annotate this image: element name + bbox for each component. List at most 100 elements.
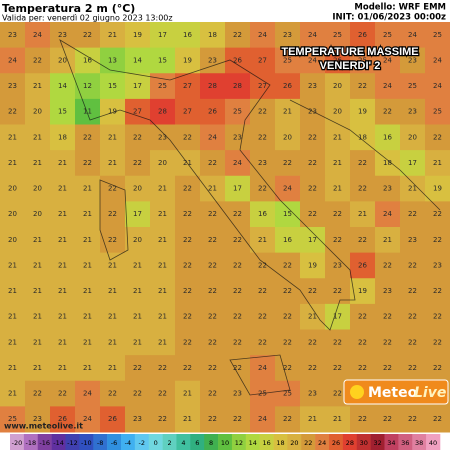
temp-cell — [300, 303, 326, 330]
temp-cell — [100, 201, 126, 228]
temp-cell — [200, 98, 226, 125]
temp-cell — [175, 380, 201, 407]
temp-cell — [250, 150, 276, 177]
temp-value: 22 — [258, 108, 267, 116]
temp-cell — [125, 303, 151, 330]
temp-cell — [400, 355, 426, 382]
colorbar-label: 10 — [221, 439, 229, 447]
temp-value: 22 — [408, 210, 417, 218]
temp-cell — [250, 124, 276, 151]
temp-cell — [0, 98, 26, 125]
temp-cell — [200, 47, 226, 74]
temp-cell — [150, 124, 176, 151]
temp-cell — [75, 380, 101, 407]
colorbar-swatch — [315, 434, 330, 450]
temp-value: 21 — [183, 415, 192, 423]
temp-cell — [150, 303, 176, 330]
temp-cell — [350, 329, 376, 356]
temp-value: 21 — [308, 415, 317, 423]
temp-value: 13 — [108, 56, 117, 64]
temp-cell — [25, 227, 51, 254]
temp-cell — [0, 380, 26, 407]
temp-value: 17 — [408, 159, 417, 167]
temp-value: 24 — [383, 56, 392, 64]
temp-value: 21 — [33, 82, 42, 90]
colorbar-swatch — [93, 434, 108, 450]
temp-cell — [375, 355, 401, 382]
temp-value: 24 — [383, 82, 392, 90]
temp-value: 17 — [233, 185, 242, 193]
temp-cell — [175, 22, 201, 49]
temp-cell — [425, 124, 450, 151]
temp-value: 18 — [208, 31, 217, 39]
temp-cell — [400, 278, 426, 305]
temp-cell — [275, 380, 301, 407]
temp-cell — [200, 252, 226, 279]
temp-cell — [75, 73, 101, 100]
temp-value: 22 — [233, 415, 242, 423]
site-url: www.meteolive.it — [4, 422, 83, 431]
temp-value: 22 — [208, 338, 217, 346]
temp-value: 22 — [283, 261, 292, 269]
temp-cell — [50, 329, 76, 356]
temp-value: 25 — [8, 415, 17, 423]
temp-value: 21 — [283, 108, 292, 116]
temp-value: 25 — [358, 56, 367, 64]
temp-value: 22 — [183, 287, 192, 295]
temp-value: 24 — [258, 364, 267, 372]
temp-value: 22 — [358, 185, 367, 193]
temp-cell — [125, 175, 151, 202]
temp-cell — [150, 406, 176, 433]
temp-cell — [325, 73, 351, 100]
header-band — [0, 0, 450, 22]
temp-cell — [75, 201, 101, 228]
temp-value: 22 — [258, 338, 267, 346]
temp-value: 19 — [358, 108, 367, 116]
temp-value: 24 — [258, 415, 267, 423]
temp-cell — [25, 47, 51, 74]
colorbar-swatch — [287, 434, 302, 450]
temp-value: 21 — [33, 338, 42, 346]
temp-cell — [300, 124, 326, 151]
colorbar-label: 18 — [276, 439, 284, 447]
temp-value: 17 — [158, 31, 167, 39]
temp-value: 22 — [333, 210, 342, 218]
temp-value: 22 — [383, 364, 392, 372]
temp-cell — [400, 303, 426, 330]
colorbar-swatch — [204, 434, 219, 450]
temp-value: 22 — [258, 185, 267, 193]
temp-cell — [350, 150, 376, 177]
temp-value: 21 — [158, 236, 167, 244]
temp-value: 23 — [433, 261, 442, 269]
temp-value: 28 — [158, 108, 167, 116]
temp-cell — [275, 150, 301, 177]
temp-value: 22 — [233, 364, 242, 372]
temp-value: 21 — [108, 287, 117, 295]
temp-cell — [0, 252, 26, 279]
temp-value: 23 — [8, 82, 17, 90]
temp-value: 22 — [408, 415, 417, 423]
temp-cell — [225, 124, 251, 151]
temp-value: 21 — [358, 210, 367, 218]
colorbar-label: 40 — [429, 439, 437, 447]
temp-cell — [400, 73, 426, 100]
temp-value: 26 — [233, 56, 242, 64]
colorbar-label: -14 — [53, 439, 64, 447]
temp-cell — [25, 124, 51, 151]
colorbar-label: 6 — [195, 439, 199, 447]
colorbar-label: 0 — [154, 439, 158, 447]
colorbar-swatch — [120, 434, 136, 450]
colorbar-swatch — [218, 434, 233, 450]
temp-value: 22 — [108, 236, 117, 244]
temp-value: 21 — [58, 210, 67, 218]
temp-cell — [150, 47, 176, 74]
temp-value: 22 — [433, 133, 442, 141]
temp-value: 22 — [333, 390, 342, 398]
temp-value: 23 — [408, 108, 417, 116]
temp-cell — [200, 227, 226, 254]
temp-value: 21 — [8, 159, 17, 167]
temp-cell — [325, 355, 351, 382]
temp-cell — [0, 329, 26, 356]
logo: Meteo Live — [343, 379, 449, 405]
temp-cell — [25, 252, 51, 279]
